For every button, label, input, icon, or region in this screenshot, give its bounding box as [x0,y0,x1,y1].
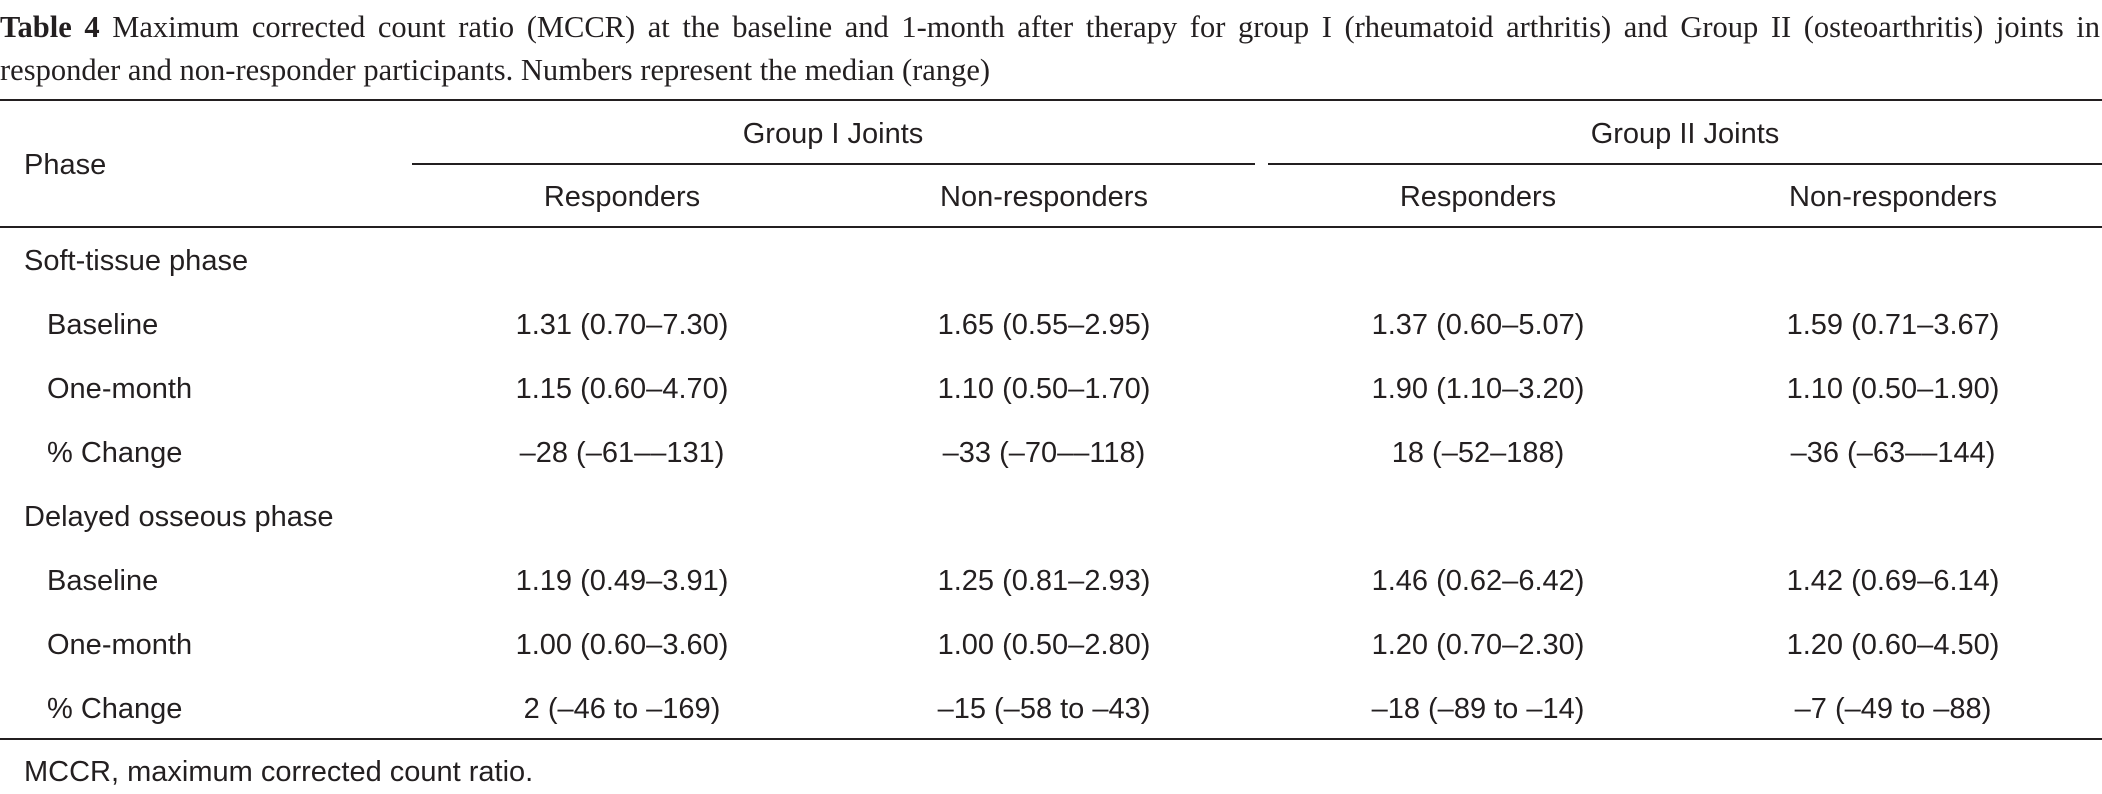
row-label: One-month [47,629,193,661]
row-label: One-month [47,373,193,405]
cell-value: –7 (–49 to –88) [1794,693,1992,725]
group1-underline [412,163,1255,165]
cell-value: 1.10 (0.50–1.90) [1786,373,2000,405]
cell-value: –15 (–58 to –43) [937,693,1151,725]
header-g1-nonresponders: Non-responders [940,181,1148,213]
row-label: Baseline [47,309,159,341]
header-g2-responders: Responders [1399,181,1557,213]
cell-value: 1.31 (0.70–7.30) [515,309,729,341]
cell-value: 1.19 (0.49–3.91) [515,565,729,597]
section-title-soft-tissue: Soft-tissue phase [24,245,249,277]
group2-underline [1268,163,2102,165]
cell-value: 1.25 (0.81–2.93) [937,565,1151,597]
table-caption-label: Table 4 [0,10,100,44]
cell-value: 2 (–46 to –169) [523,693,721,725]
header-g2-nonresponders: Non-responders [1789,181,1997,213]
cell-value: 1.10 (0.50–1.70) [937,373,1151,405]
cell-value: 1.90 (1.10–3.20) [1371,373,1585,405]
cell-value: 1.00 (0.50–2.80) [937,629,1151,661]
row-label: % Change [47,693,183,725]
header-g1-responders: Responders [543,181,701,213]
table-top-rule [0,99,2102,101]
table-bottom-rule [0,738,2102,740]
cell-value: 1.37 (0.60–5.07) [1371,309,1585,341]
cell-value: 1.15 (0.60–4.70) [515,373,729,405]
cell-value: 1.20 (0.60–4.50) [1786,629,2000,661]
table-caption-text: Maximum corrected count ratio (MCCR) at … [0,10,2100,87]
cell-value: 1.00 (0.60–3.60) [515,629,729,661]
header-group1: Group I Joints [742,118,924,150]
cell-value: 1.46 (0.62–6.42) [1371,565,1585,597]
section-title-delayed-osseous: Delayed osseous phase [24,501,334,533]
header-group2: Group II Joints [1590,118,1780,150]
cell-value: –18 (–89 to –14) [1371,693,1585,725]
header-bottom-rule [0,226,2102,228]
cell-value: 1.65 (0.55–2.95) [937,309,1151,341]
table-caption: Table 4 Maximum corrected count ratio (M… [0,6,2100,92]
cell-value: 18 (–52–188) [1391,437,1565,469]
cell-value: –33 (–70––118) [942,437,1146,469]
header-phase: Phase [24,149,107,181]
cell-value: –28 (–61––131) [519,437,725,469]
cell-value: –36 (–63––144) [1790,437,1996,469]
cell-value: 1.20 (0.70–2.30) [1371,629,1585,661]
row-label: Baseline [47,565,159,597]
cell-value: 1.42 (0.69–6.14) [1786,565,2000,597]
table-footnote: MCCR, maximum corrected count ratio. [24,756,534,788]
row-label: % Change [47,437,183,469]
cell-value: 1.59 (0.71–3.67) [1786,309,2000,341]
